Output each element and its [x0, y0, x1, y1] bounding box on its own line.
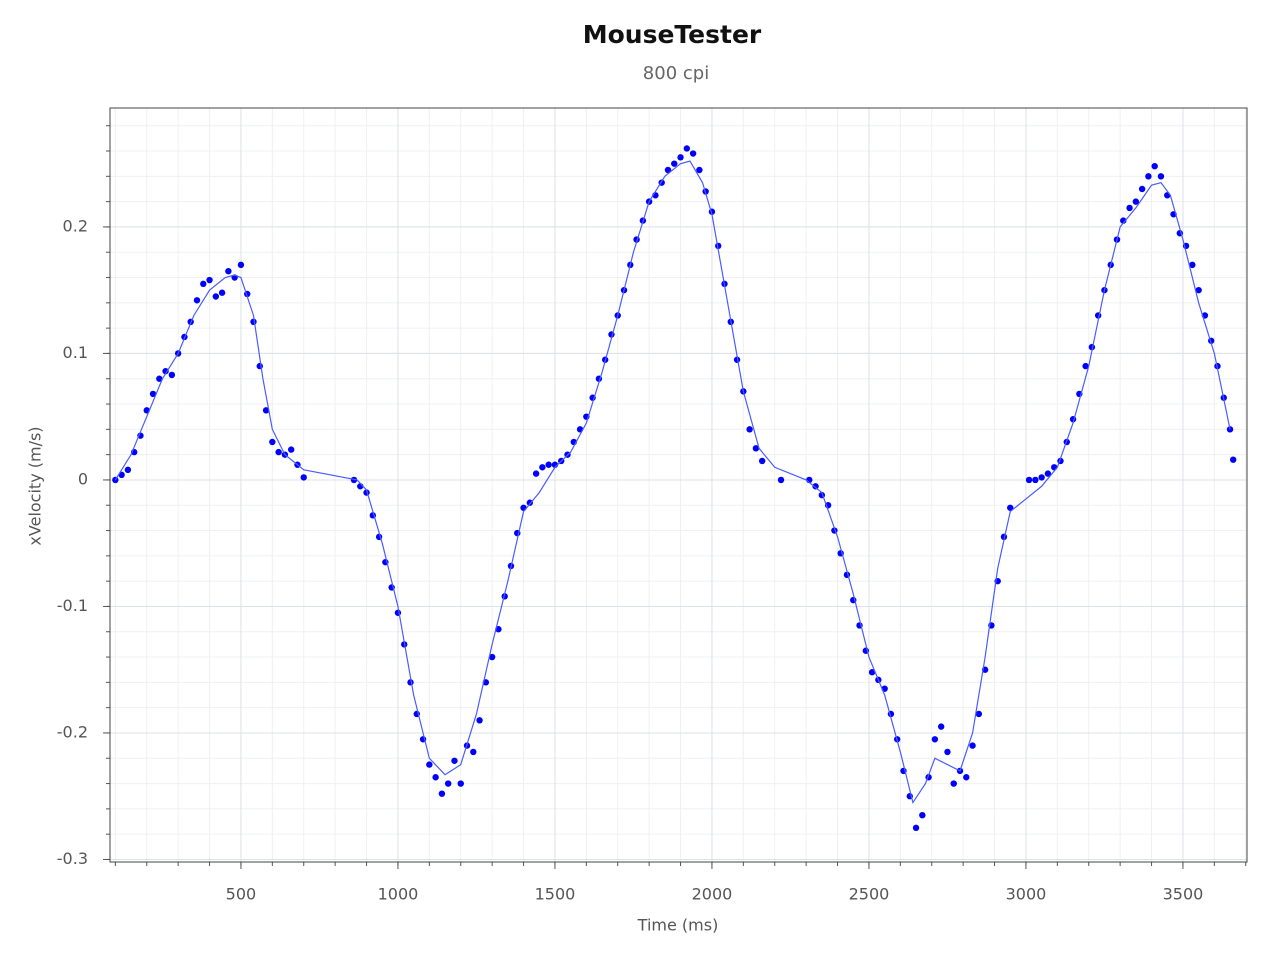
data-point [969, 742, 976, 749]
data-point [250, 318, 257, 326]
data-point [262, 407, 270, 414]
data-point [919, 811, 926, 819]
fit-line [114, 160, 1231, 805]
data-point [746, 426, 753, 433]
data-point [1145, 173, 1152, 180]
data-point [432, 774, 439, 781]
data-point [193, 297, 201, 304]
data-point [287, 446, 295, 453]
data-point [758, 457, 766, 465]
data-point [664, 166, 672, 174]
data-point [1126, 204, 1133, 212]
data-point [1157, 173, 1165, 180]
data-point [476, 717, 483, 724]
chart-title: MouseTester [583, 20, 762, 49]
y-tick-label: -0.1 [57, 596, 88, 615]
data-point [1038, 474, 1045, 481]
data-point [520, 504, 527, 511]
data-point [168, 371, 176, 379]
data-point [444, 780, 452, 787]
x-tick-label: 1000 [378, 885, 419, 904]
data-point [206, 276, 213, 284]
x-axis-label: Time (ms) [637, 916, 719, 935]
data-point [1025, 476, 1033, 484]
data-point [1164, 192, 1171, 199]
data-point [912, 824, 920, 832]
data-point [470, 748, 477, 756]
data-point [696, 166, 703, 174]
data-point [671, 160, 678, 167]
data-point [931, 736, 939, 743]
y-tick-label: -0.2 [57, 722, 88, 741]
chart-subtitle: 800 cpi [643, 63, 709, 84]
data-point [532, 470, 540, 477]
data-point [812, 483, 819, 490]
data-point [156, 375, 163, 382]
data-point [715, 242, 722, 250]
data-point [162, 367, 169, 375]
data-point [1007, 504, 1014, 511]
data-point [777, 476, 785, 484]
data-point [218, 289, 226, 296]
y-tick-label: 0.1 [63, 343, 88, 362]
x-tick-label: 500 [226, 885, 257, 904]
data-point [426, 761, 433, 768]
y-tick-label: 0 [78, 469, 88, 488]
data-point [200, 280, 207, 288]
data-point [457, 780, 464, 787]
x-tick-label: 1500 [535, 885, 576, 904]
data-point [488, 653, 496, 661]
data-point [149, 390, 157, 398]
y-tick-label: -0.3 [57, 849, 88, 868]
data-point [1151, 162, 1158, 170]
data-point [677, 154, 684, 161]
x-tick-label: 2000 [692, 885, 733, 904]
data-point [868, 669, 876, 676]
data-point [689, 150, 697, 157]
y-axis-label: xVelocity (m/s) [26, 426, 45, 545]
data-point [1044, 470, 1052, 477]
data-point [1195, 286, 1202, 294]
data-point [1138, 185, 1146, 193]
data-point [300, 474, 307, 481]
data-point [394, 609, 402, 616]
data-point [975, 710, 983, 718]
data-point [212, 293, 220, 300]
plot-frame [109, 107, 1248, 863]
data-point [963, 774, 970, 781]
data-point [733, 356, 741, 363]
data-point [237, 261, 245, 269]
data-point [1032, 476, 1039, 484]
data-point [256, 362, 263, 370]
x-tick-label: 2500 [849, 885, 890, 904]
data-point [1120, 217, 1127, 224]
data-point [683, 145, 691, 152]
data-point [545, 461, 552, 468]
data-point [1082, 362, 1089, 370]
data-point [944, 748, 951, 756]
data-point [225, 267, 232, 275]
x-tick-label: 3500 [1163, 885, 1204, 904]
data-point [1189, 261, 1196, 269]
data-point [451, 757, 458, 764]
data-point [124, 466, 132, 474]
data-point [438, 790, 446, 797]
data-point [1132, 198, 1140, 205]
x-tick-label: 3000 [1006, 885, 1047, 904]
data-point [937, 723, 945, 730]
data-point [1051, 464, 1058, 471]
data-point [752, 445, 760, 452]
data-point [950, 780, 957, 787]
data-point [269, 438, 276, 446]
data-point [1229, 456, 1237, 463]
data-point [539, 464, 546, 471]
y-tick-label: 0.2 [63, 216, 88, 235]
data-point [275, 448, 282, 456]
